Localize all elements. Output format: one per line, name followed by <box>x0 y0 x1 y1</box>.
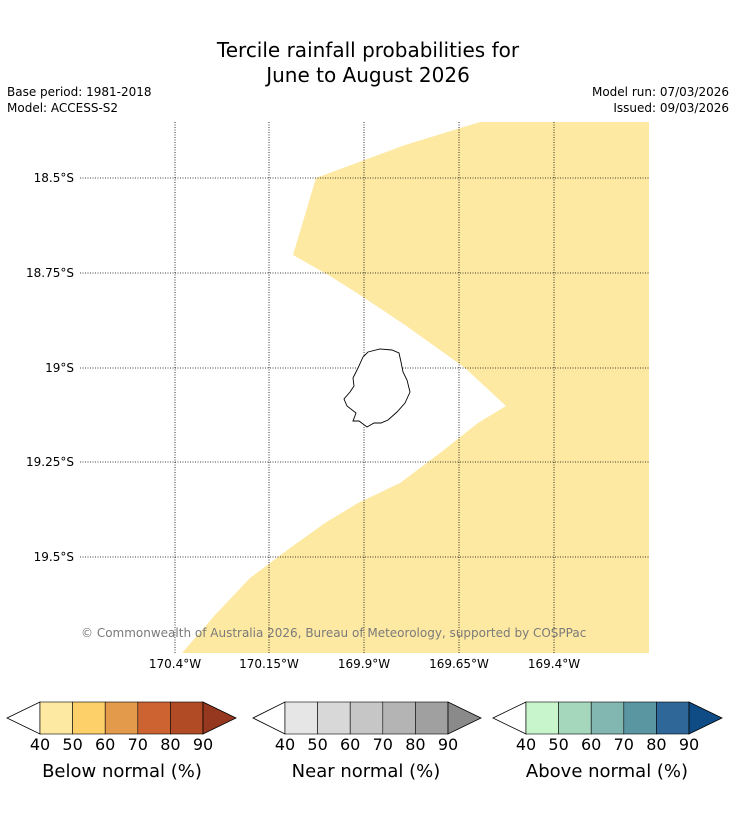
lon-label: 170.4°W <box>148 657 202 671</box>
title-line-1: Tercile rainfall probabilities for <box>216 38 520 62</box>
model-name: Model: ACCESS-S2 <box>7 101 119 115</box>
island-niue-outline <box>343 348 411 428</box>
copyright-notice: © Commonwealth of Australia 2026, Bureau… <box>81 626 587 640</box>
above-colorbar-segment <box>623 701 657 735</box>
below-colorbar-tick: 60 <box>95 735 116 754</box>
above-colorbar-segment <box>525 701 559 735</box>
lon-label: 169.4°W <box>527 657 581 671</box>
below-normal-region <box>182 122 649 653</box>
below-normal-legend-title: Below normal (%) <box>42 761 202 782</box>
below-colorbar-segment <box>170 701 204 735</box>
colorbar-legends <box>6 701 723 735</box>
below-colorbar-segment <box>137 701 171 735</box>
near-colorbar-segment <box>415 701 449 735</box>
above-colorbar-tick: 70 <box>613 735 634 754</box>
above-colorbar-tick: 50 <box>548 735 569 754</box>
above-colorbar-segment <box>558 701 592 735</box>
below-colorbar-tick: 70 <box>127 735 148 754</box>
near-normal-legend-title: Near normal (%) <box>291 761 441 782</box>
near-colorbar-segment <box>349 701 384 735</box>
model-run-date: Model run: 07/03/2026 <box>591 85 729 99</box>
near-colorbar-tick: 70 <box>372 735 393 754</box>
near-colorbar-max-extend <box>447 701 482 735</box>
lat-label: 19.25°S <box>26 455 74 469</box>
below-colorbar-tick: 40 <box>29 735 51 754</box>
below-colorbar-segment <box>39 701 73 735</box>
near-colorbar-tick: 80 <box>405 735 426 754</box>
below-colorbar-tick: 90 <box>192 735 214 754</box>
lat-label: 18.5°S <box>33 171 74 185</box>
below-colorbar-tick: 80 <box>160 735 181 754</box>
below-colorbar-min-extend <box>6 701 41 735</box>
above-normal-legend-title: Above normal (%) <box>525 761 689 782</box>
near-colorbar-segment <box>284 701 318 735</box>
lon-label: 169.9°W <box>337 657 391 671</box>
near-colorbar-segment <box>317 701 351 735</box>
lat-label: 18.75°S <box>26 266 74 280</box>
above-colorbar-min-extend <box>492 701 527 735</box>
above-colorbar-tick: 60 <box>581 735 602 754</box>
graticule <box>80 122 649 653</box>
above-colorbar-tick: 90 <box>678 735 700 754</box>
above-colorbar-tick: 80 <box>646 735 667 754</box>
above-colorbar-tick: 40 <box>515 735 537 754</box>
title-line-2: June to August 2026 <box>266 63 470 87</box>
lon-label: 170.15°W <box>239 657 299 671</box>
above-colorbar-max-extend <box>688 701 723 735</box>
below-colorbar-max-extend <box>202 701 237 735</box>
base-period: Base period: 1981-2018 <box>7 85 152 99</box>
issued-date: Issued: 09/03/2026 <box>613 101 729 115</box>
near-colorbar-min-extend <box>252 701 286 735</box>
lat-label: 19°S <box>45 361 74 375</box>
above-colorbar-segment <box>656 701 690 735</box>
above-colorbar-segment <box>590 701 625 735</box>
lon-label: 169.65°W <box>429 657 489 671</box>
near-colorbar-tick: 50 <box>307 735 328 754</box>
below-colorbar-tick: 50 <box>62 735 83 754</box>
below-colorbar-segment <box>72 701 106 735</box>
below-colorbar-segment <box>104 701 139 735</box>
near-colorbar-tick: 60 <box>340 735 361 754</box>
near-colorbar-segment <box>382 701 416 735</box>
lat-label: 19.5°S <box>33 550 74 564</box>
near-colorbar-tick: 40 <box>274 735 296 754</box>
near-colorbar-tick: 90 <box>437 735 459 754</box>
